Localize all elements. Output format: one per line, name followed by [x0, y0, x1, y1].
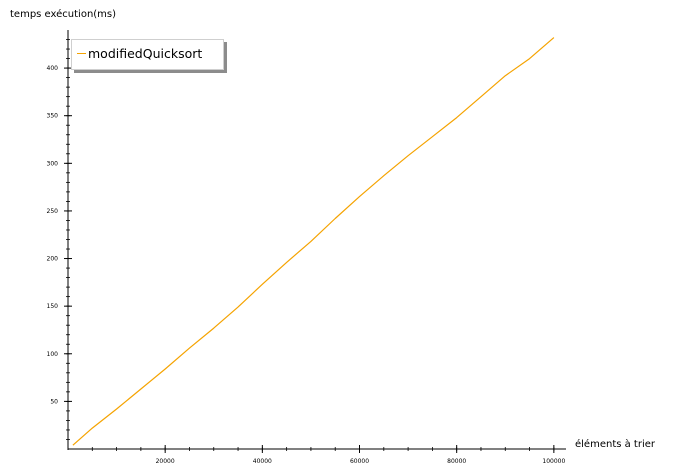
- x-axis-label: éléments à trier: [575, 439, 656, 450]
- y-tick-label: 200: [47, 256, 59, 263]
- legend-swatch: [77, 53, 86, 54]
- major-ticks: [64, 67, 555, 453]
- y-tick-label: 350: [47, 113, 59, 120]
- series-line: [72, 37, 555, 446]
- x-tick-label: 60000: [350, 458, 369, 465]
- legend: modifiedQuicksort: [71, 39, 224, 70]
- minor-ticks: [66, 39, 555, 451]
- tick-labels: 50 100 150 200 250 300 350 400 20000 40000 60000 80…: [47, 65, 566, 465]
- y-tick-label: 400: [47, 65, 59, 72]
- y-tick-label: 50: [50, 398, 58, 405]
- x-tick-label: 80000: [447, 458, 466, 465]
- y-tick-label: 150: [47, 303, 59, 310]
- y-tick-label: 300: [47, 160, 59, 167]
- x-tick-label: 40000: [253, 458, 272, 465]
- legend-label: modifiedQuicksort: [88, 46, 203, 61]
- y-tick-label: 250: [47, 208, 59, 215]
- x-tick-label: 100000: [542, 458, 565, 465]
- series-layer: [72, 37, 555, 446]
- y-tick-label: 100: [47, 351, 59, 358]
- y-axis-label: temps exécution(ms): [10, 9, 117, 20]
- x-tick-label: 20000: [156, 458, 175, 465]
